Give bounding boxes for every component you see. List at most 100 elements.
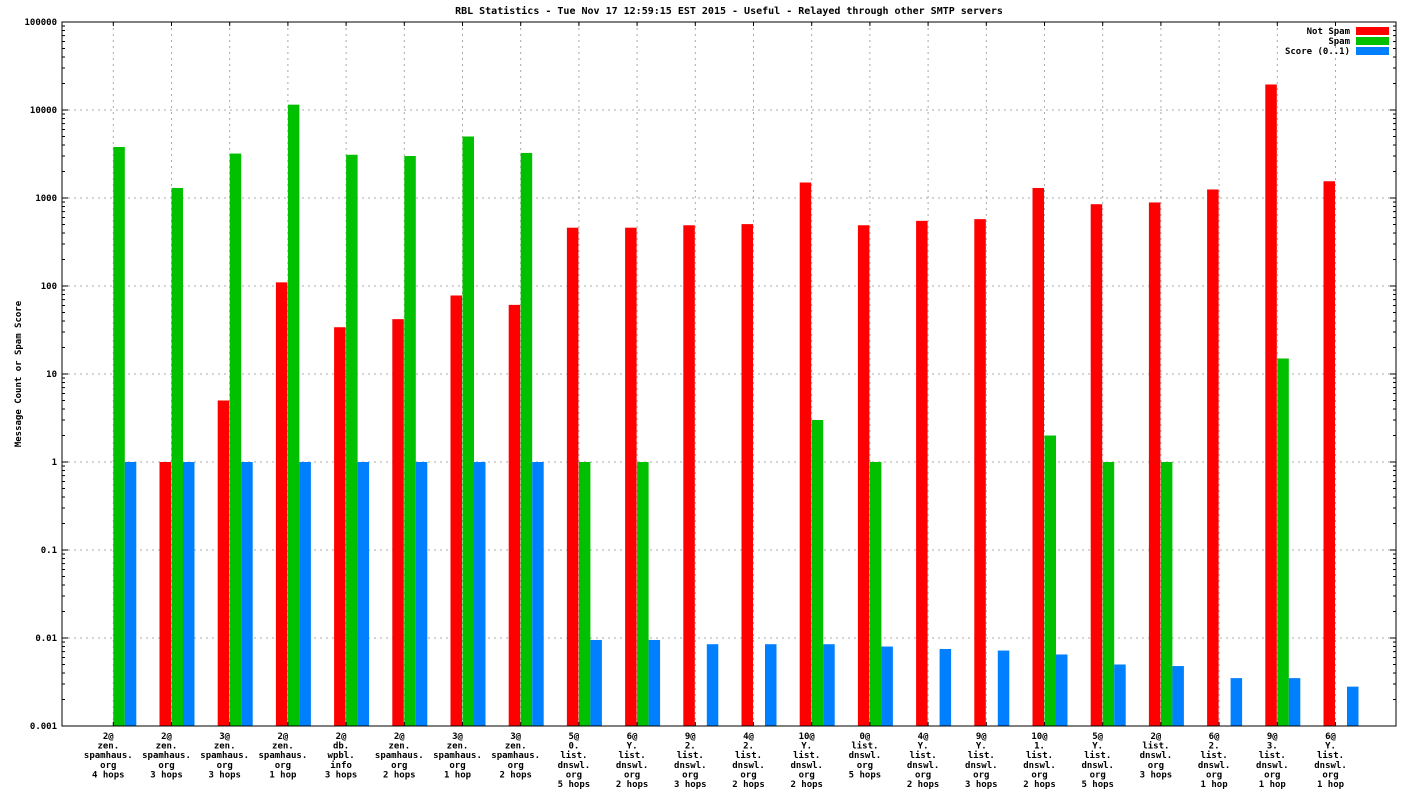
x-tick-label: 1 hop	[1201, 780, 1229, 790]
x-tick-label: dnswl.	[790, 761, 823, 771]
bar-not-spam	[916, 220, 928, 726]
x-tick-label: 3@	[219, 732, 230, 742]
x-tick-label: db.	[333, 742, 349, 752]
x-tick-label: 2@	[161, 732, 172, 742]
x-tick-label: 0.	[568, 742, 579, 752]
bar-spam	[637, 462, 649, 726]
x-tick-label: 2 hops	[732, 780, 765, 790]
x-tick-label: org	[624, 770, 640, 780]
x-tick-label: org	[799, 770, 815, 780]
bar-spam	[346, 154, 358, 726]
x-tick-label: list.	[560, 750, 587, 761]
x-tick-label: spamhaus.	[84, 751, 133, 761]
x-tick-label: list.	[1026, 750, 1053, 761]
x-tick-label: 10@	[799, 732, 816, 742]
x-tick-label: 3@	[452, 732, 463, 742]
x-tick-label: 2 hops	[616, 780, 649, 790]
x-tick-label: org	[973, 770, 989, 780]
x-tick-label: org	[1148, 761, 1164, 771]
x-tick-label: org	[275, 761, 291, 771]
x-tick-label: 1.	[1034, 742, 1045, 752]
bar-not-spam	[508, 304, 521, 726]
x-tick-label: 2@	[1150, 732, 1161, 742]
x-tick-label: info	[330, 760, 352, 771]
x-tick-label: 1 hop	[1259, 780, 1287, 790]
x-tick-label: 2.	[685, 742, 696, 752]
x-tick-label: list.	[968, 750, 995, 761]
x-tick-label: dnswl.	[674, 761, 707, 771]
x-tick-label: spamhaus.	[200, 751, 249, 761]
x-tick-label: zen.	[505, 742, 527, 752]
x-tick-label: 2 hops	[907, 780, 940, 790]
bar-spam	[113, 146, 125, 726]
bar-score	[124, 462, 137, 726]
x-tick-label: Y.	[1325, 742, 1336, 752]
x-tick-label: 4@	[743, 732, 754, 742]
x-tick-label: dnswl.	[616, 761, 649, 771]
x-tick-label: 0@	[859, 732, 870, 742]
bar-spam	[1160, 462, 1173, 726]
x-tick-label: 2.	[1209, 742, 1220, 752]
x-tick-label: org	[449, 761, 465, 771]
bar-spam	[869, 462, 882, 726]
x-tick-label: dnswl.	[1256, 761, 1289, 771]
bar-spam	[1277, 358, 1289, 726]
x-tick-label: list.	[619, 750, 646, 761]
x-tick-label: Y.	[918, 742, 929, 752]
x-tick-label: 2@	[103, 732, 114, 742]
bar-score	[415, 462, 428, 726]
x-tick-label: 2 hops	[383, 770, 416, 780]
x-tick-label: spamhaus.	[433, 751, 482, 761]
x-tick-label: 2 hops	[499, 770, 532, 780]
bar-not-spam	[566, 227, 579, 726]
bar-not-spam	[799, 182, 812, 726]
bar-score	[823, 644, 835, 726]
bar-spam	[1102, 462, 1115, 726]
x-tick-label: 6@	[1209, 732, 1220, 742]
bar-not-spam	[334, 327, 346, 726]
x-tick-label: spamhaus.	[259, 751, 308, 761]
x-tick-label: org	[1322, 770, 1338, 780]
x-tick-label: dnswl.	[732, 761, 765, 771]
x-tick-label: 6@	[1325, 732, 1336, 742]
y-tick-label: 10	[46, 370, 57, 380]
x-tick-label: 1 hop	[269, 770, 297, 780]
x-tick-label: spamhaus.	[491, 751, 540, 761]
x-tick-label: dnswl.	[849, 751, 882, 761]
x-tick-label: org	[682, 770, 698, 780]
bar-not-spam	[450, 295, 462, 726]
x-tick-label: Y.	[976, 742, 987, 752]
x-tick-label: 3.	[1267, 742, 1278, 752]
x-tick-label: 10@	[1031, 732, 1048, 742]
bar-not-spam	[217, 400, 230, 726]
x-tick-label: org	[1031, 770, 1047, 780]
x-tick-label: 9@	[976, 732, 987, 742]
x-tick-label: 5@	[568, 732, 579, 742]
bar-score	[1347, 686, 1359, 726]
x-tick-label: 3 hops	[150, 770, 183, 780]
x-tick-label: 5 hops	[1081, 780, 1114, 790]
x-tick-label: org	[857, 761, 873, 771]
chart-title: RBL Statistics - Tue Nov 17 12:59:15 EST…	[455, 6, 1003, 17]
bar-spam	[229, 153, 242, 726]
x-tick-label: 2 hops	[790, 780, 823, 790]
x-tick-label: zen.	[388, 742, 410, 752]
bar-score	[1230, 678, 1243, 726]
y-tick-label: 0.01	[35, 634, 57, 644]
x-tick-label: 2@	[394, 732, 405, 742]
bar-score	[765, 644, 777, 726]
x-tick-label: list.	[1317, 750, 1344, 761]
y-tick-label: 1	[52, 458, 57, 468]
x-tick-label: dnswl.	[1140, 751, 1173, 761]
x-tick-label: 4 hops	[92, 770, 125, 780]
x-tick-label: list.	[1084, 750, 1111, 761]
x-tick-label: dnswl.	[1314, 761, 1347, 771]
x-tick-label: dnswl.	[1198, 761, 1231, 771]
x-tick-label: Y.	[1092, 742, 1103, 752]
x-tick-label: 5@	[1092, 732, 1103, 742]
bar-not-spam	[275, 282, 288, 726]
legend-label: Not Spam	[1307, 27, 1351, 37]
x-tick-label: 9@	[685, 732, 696, 742]
